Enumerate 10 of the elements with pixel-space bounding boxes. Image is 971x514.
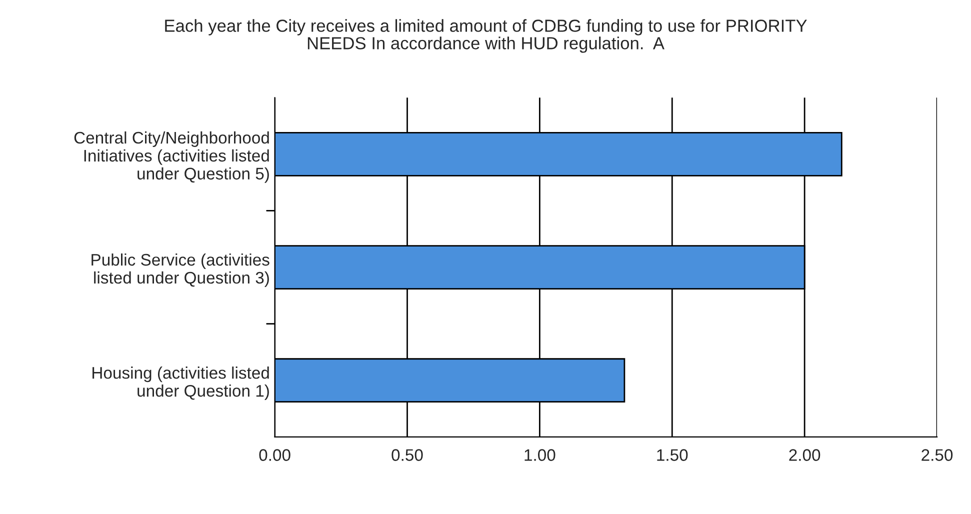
x-tick-label: 1.00 xyxy=(524,449,556,461)
x-tick-label: 1.50 xyxy=(657,449,688,461)
x-tick-label: 2.00 xyxy=(789,449,820,461)
x-tick-label: 0.50 xyxy=(392,449,423,461)
y-tick-label: Housing (activities listed under Question 1) xyxy=(92,366,269,400)
chart-title: Each year the City receives a limited amount of CDBG funding to use for PRIORITY NEEDS In accordance with HUD regulation. A xyxy=(165,19,807,53)
x-tick-label: 2.50 xyxy=(922,449,953,461)
y-tick-label: Central City/Neighborhood Initiatives (activities listed under Question 5) xyxy=(74,131,269,183)
x-tick-label: 0.00 xyxy=(259,449,290,461)
y-tick-label: Public Service (activities listed under Question 3) xyxy=(92,253,270,287)
